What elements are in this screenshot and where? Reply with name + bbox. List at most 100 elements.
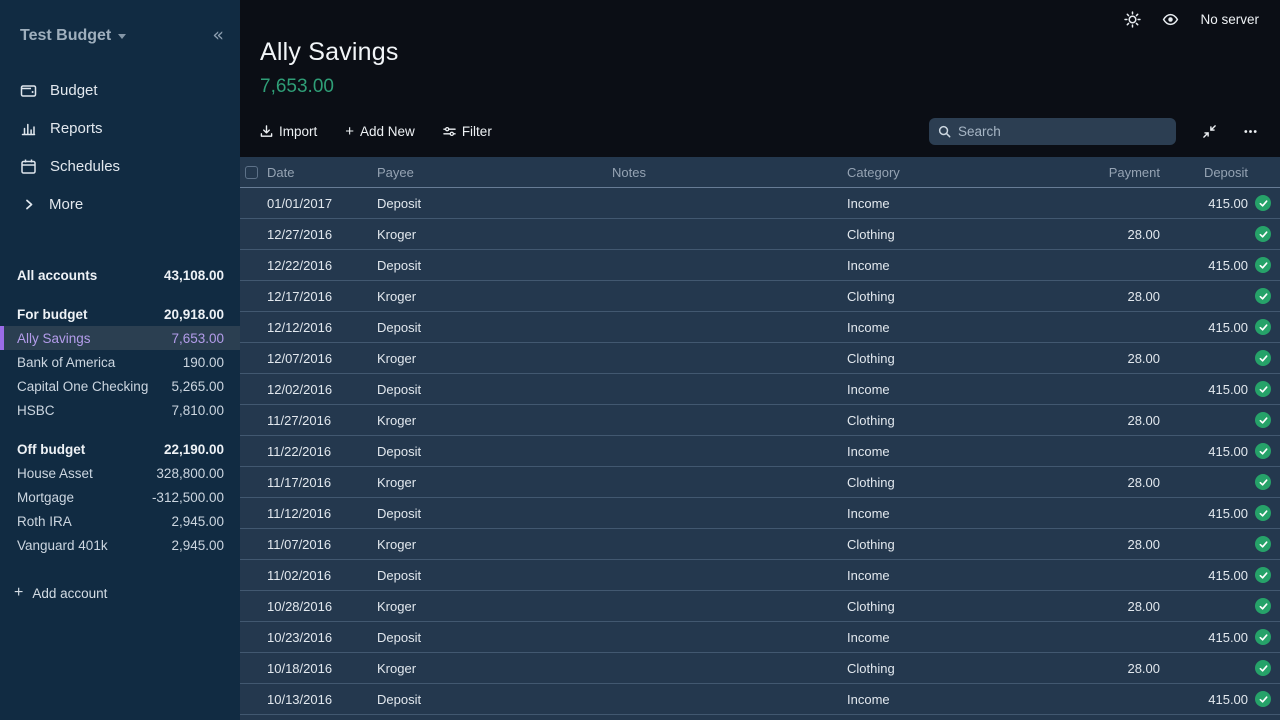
cell-deposit[interactable]: 415.00 <box>1208 505 1249 521</box>
cleared-icon[interactable] <box>1255 195 1272 211</box>
add-account-button[interactable]: + Add account <box>0 581 240 605</box>
cell-category[interactable]: Income <box>847 443 890 459</box>
cleared-icon[interactable] <box>1255 319 1272 335</box>
account-row[interactable]: House Asset 328,800.00 <box>0 461 240 485</box>
cleared-icon[interactable] <box>1255 598 1272 614</box>
cleared-icon[interactable] <box>1255 474 1272 490</box>
cell-payment[interactable]: 28.00 <box>1127 660 1161 676</box>
cell-date[interactable]: 11/22/2016 <box>267 443 332 459</box>
cell-deposit[interactable]: 415.00 <box>1208 443 1249 459</box>
cleared-icon[interactable] <box>1255 536 1272 552</box>
account-row[interactable]: HSBC 7,810.00 <box>0 398 240 422</box>
more-options-icon[interactable] <box>1243 124 1258 139</box>
transaction-row[interactable]: 12/02/2016 Deposit Income 415.00 <box>240 374 1280 405</box>
cell-category[interactable]: Income <box>847 381 890 397</box>
cell-date[interactable]: 12/02/2016 <box>267 381 333 397</box>
transaction-row[interactable] <box>240 715 1280 720</box>
sidebar-item-more[interactable]: More <box>0 185 240 223</box>
cell-category[interactable]: Income <box>847 505 890 521</box>
cell-payment[interactable]: 28.00 <box>1127 226 1161 242</box>
budget-selector[interactable]: Test Budget <box>20 27 127 45</box>
cleared-icon[interactable] <box>1255 629 1272 645</box>
transaction-row[interactable]: 11/22/2016 Deposit Income 415.00 <box>240 436 1280 467</box>
cell-category[interactable]: Clothing <box>847 412 895 428</box>
cell-category[interactable]: Income <box>847 567 890 583</box>
account-row[interactable]: Vanguard 401k 2,945.00 <box>0 533 240 557</box>
cell-category[interactable]: Income <box>847 629 890 645</box>
cell-category[interactable]: Clothing <box>847 350 895 366</box>
cell-payee[interactable]: Deposit <box>377 257 422 273</box>
import-button[interactable]: Import <box>260 124 317 139</box>
cell-date[interactable]: 12/07/2016 <box>267 350 333 366</box>
cell-payee[interactable]: Deposit <box>377 381 422 397</box>
cell-date[interactable]: 01/01/2017 <box>267 195 333 211</box>
cell-payee[interactable]: Deposit <box>377 443 422 459</box>
cell-category[interactable]: Income <box>847 319 890 335</box>
cell-date[interactable]: 12/12/2016 <box>267 319 333 335</box>
cell-payee[interactable]: Kroger <box>377 598 417 614</box>
cleared-icon[interactable] <box>1255 350 1272 366</box>
cell-date[interactable]: 11/17/2016 <box>267 474 332 490</box>
cell-deposit[interactable]: 415.00 <box>1208 195 1249 211</box>
account-group-header[interactable]: For budget 20,918.00 <box>0 302 240 326</box>
cell-date[interactable]: 10/23/2016 <box>267 629 333 645</box>
transaction-row[interactable]: 12/27/2016 Kroger Clothing 28.00 <box>240 219 1280 250</box>
cleared-icon[interactable] <box>1255 443 1272 459</box>
cleared-icon[interactable] <box>1255 381 1272 397</box>
transaction-row[interactable]: 12/17/2016 Kroger Clothing 28.00 <box>240 281 1280 312</box>
transaction-row[interactable]: 11/12/2016 Deposit Income 415.00 <box>240 498 1280 529</box>
cell-deposit[interactable]: 415.00 <box>1208 629 1249 645</box>
cell-payment[interactable]: 28.00 <box>1127 536 1161 552</box>
cleared-icon[interactable] <box>1255 288 1272 304</box>
transaction-row[interactable]: 11/27/2016 Kroger Clothing 28.00 <box>240 405 1280 436</box>
transaction-row[interactable]: 12/12/2016 Deposit Income 415.00 <box>240 312 1280 343</box>
cell-payee[interactable]: Kroger <box>377 226 417 242</box>
cell-date[interactable]: 10/18/2016 <box>267 660 333 676</box>
column-header-payment[interactable]: Payment <box>1108 164 1161 180</box>
transaction-row[interactable]: 10/18/2016 Kroger Clothing 28.00 <box>240 653 1280 684</box>
cell-date[interactable]: 11/27/2016 <box>267 412 332 428</box>
transaction-row[interactable]: 10/23/2016 Deposit Income 415.00 <box>240 622 1280 653</box>
account-row[interactable]: Roth IRA 2,945.00 <box>0 509 240 533</box>
cell-payment[interactable]: 28.00 <box>1127 288 1161 304</box>
select-all-checkbox[interactable] <box>245 165 258 179</box>
column-header-deposit[interactable]: Deposit <box>1203 164 1249 180</box>
cell-payee[interactable]: Deposit <box>377 319 422 335</box>
sidebar-item-budget[interactable]: Budget <box>0 71 240 109</box>
cell-deposit[interactable]: 415.00 <box>1208 691 1249 707</box>
cell-deposit[interactable]: 415.00 <box>1208 381 1249 397</box>
cell-payment[interactable]: 28.00 <box>1127 350 1161 366</box>
cell-date[interactable]: 11/02/2016 <box>267 567 332 583</box>
filter-button[interactable]: Filter <box>443 124 492 139</box>
cell-payee[interactable]: Deposit <box>377 567 422 583</box>
cell-date[interactable]: 12/27/2016 <box>267 226 333 242</box>
cell-payee[interactable]: Kroger <box>377 536 417 552</box>
cleared-icon[interactable] <box>1255 412 1272 428</box>
add-new-button[interactable]: + Add New <box>345 123 415 140</box>
transaction-row[interactable]: 10/28/2016 Kroger Clothing 28.00 <box>240 591 1280 622</box>
sidebar-item-reports[interactable]: Reports <box>0 109 240 147</box>
transaction-row[interactable]: 12/07/2016 Kroger Clothing 28.00 <box>240 343 1280 374</box>
cell-payee[interactable]: Deposit <box>377 505 422 521</box>
column-header-notes[interactable]: Notes <box>612 164 646 180</box>
cell-category[interactable]: Income <box>847 195 890 211</box>
search-input[interactable] <box>958 124 1167 139</box>
transaction-row[interactable]: 12/22/2016 Deposit Income 415.00 <box>240 250 1280 281</box>
cell-date[interactable]: 12/17/2016 <box>267 288 333 304</box>
cell-deposit[interactable]: 415.00 <box>1208 319 1249 335</box>
cell-payee[interactable]: Kroger <box>377 350 417 366</box>
cell-date[interactable]: 11/12/2016 <box>267 505 332 521</box>
cell-date[interactable]: 10/13/2016 <box>267 691 333 707</box>
cell-category[interactable]: Clothing <box>847 536 895 552</box>
cell-category[interactable]: Income <box>847 257 890 273</box>
collapse-transactions-icon[interactable] <box>1202 124 1217 139</box>
cell-deposit[interactable]: 415.00 <box>1208 257 1249 273</box>
cell-payee[interactable]: Kroger <box>377 288 417 304</box>
cleared-icon[interactable] <box>1255 505 1272 521</box>
cell-payee[interactable]: Deposit <box>377 195 422 211</box>
sidebar-item-schedules[interactable]: Schedules <box>0 147 240 185</box>
cell-category[interactable]: Clothing <box>847 598 895 614</box>
cell-category[interactable]: Clothing <box>847 226 895 242</box>
transaction-row[interactable]: 11/07/2016 Kroger Clothing 28.00 <box>240 529 1280 560</box>
cell-date[interactable]: 10/28/2016 <box>267 598 333 614</box>
